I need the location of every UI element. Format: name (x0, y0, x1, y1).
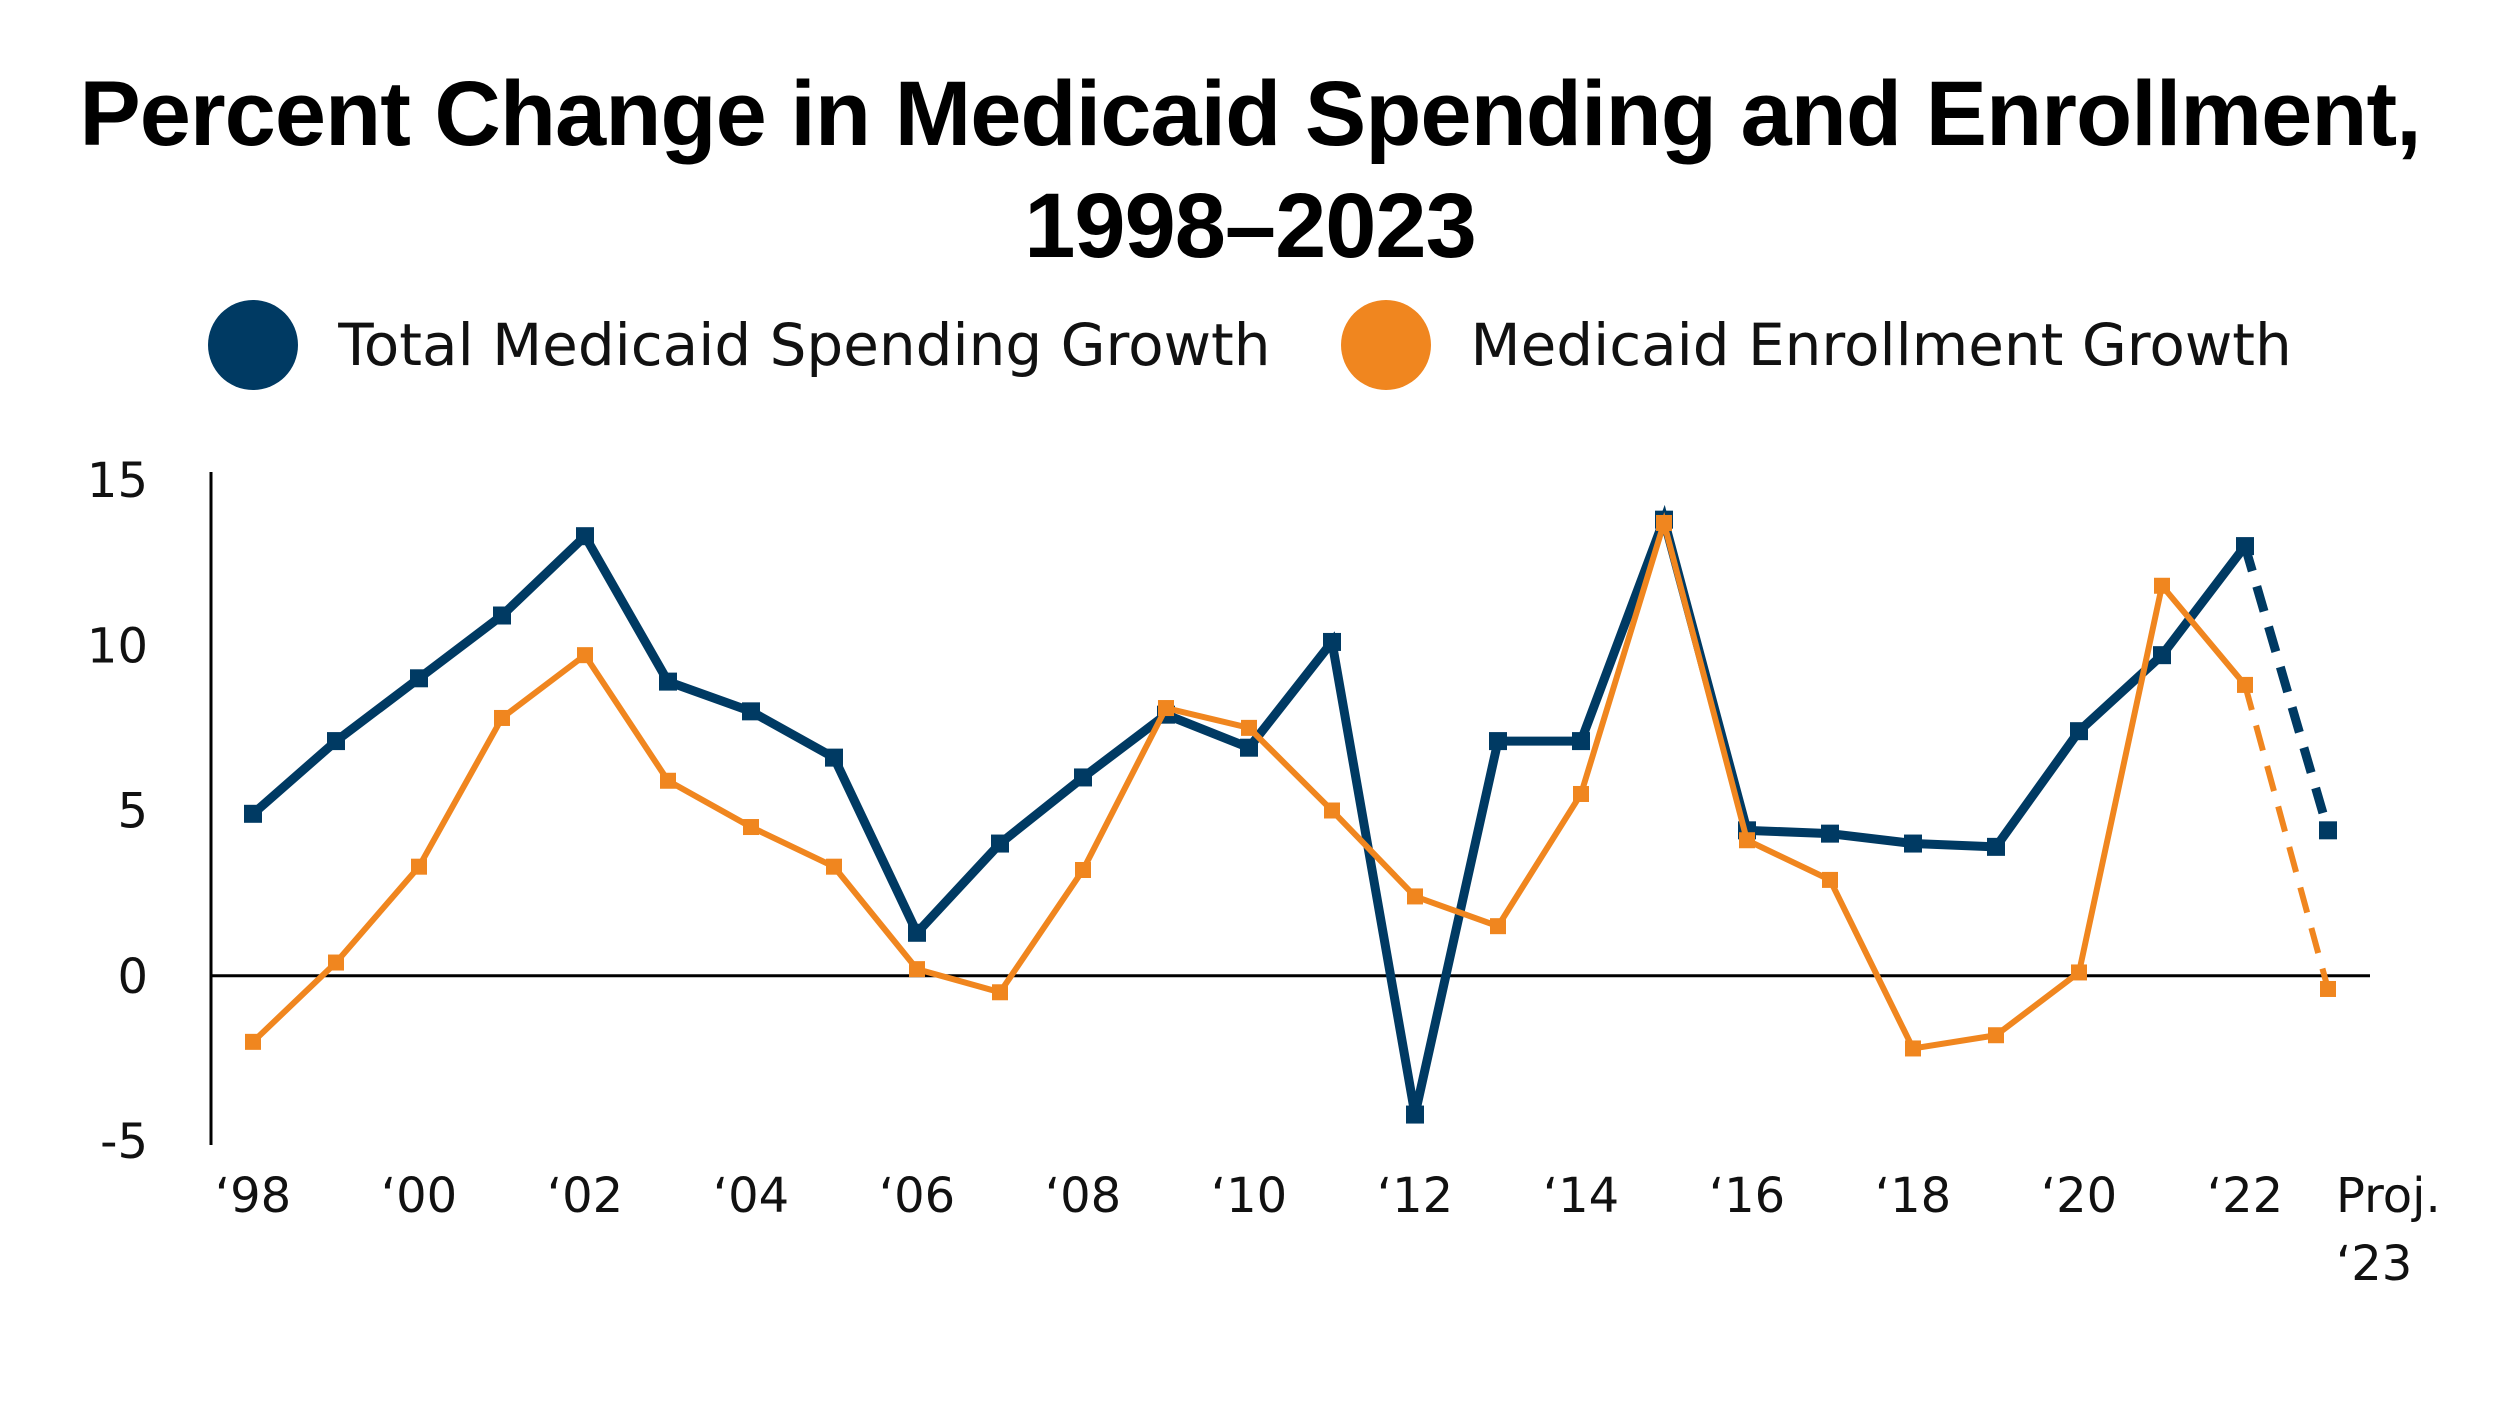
data-point-spending (1240, 738, 1258, 757)
legend-item-enrollment: Medicaid Enrollment Growth (1340, 300, 2292, 390)
data-point-enrollment (826, 858, 842, 875)
data-point-enrollment (577, 647, 593, 664)
projected-line-spending (2240, 544, 2333, 832)
x-tick-label: ‘10 (1211, 1168, 1287, 1224)
data-point-spending (1904, 834, 1922, 853)
data-point-enrollment (1656, 514, 1672, 531)
data-point-enrollment (328, 954, 344, 971)
legend: Total Medicaid Spending Growth Medicaid … (0, 300, 2500, 390)
chart-title: Percent Change in Medicaid Spending and … (0, 58, 2500, 282)
data-point-spending (327, 732, 345, 751)
x-tick-label: ‘22 (2207, 1168, 2283, 1224)
y-tick-label: 0 (117, 949, 148, 1005)
x-tick-label: ‘18 (1875, 1168, 1951, 1224)
legend-swatch-enrollment (1340, 300, 1431, 390)
data-point-spending (908, 923, 926, 942)
y-tick-label: 5 (117, 784, 148, 840)
y-tick-label: 10 (87, 618, 148, 674)
data-point-spending (2070, 722, 2088, 741)
data-point-spending (1572, 732, 1590, 751)
chart-title-line-1: Percent Change in Medicaid Spending and … (79, 63, 2421, 165)
chart-title-line-2: 1998–2023 (1024, 175, 1477, 277)
legend-label-enrollment: Medicaid Enrollment Growth (1470, 311, 2292, 379)
data-point-enrollment (1739, 832, 1755, 849)
data-point-spending (2153, 646, 2171, 665)
legend-label-spending: Total Medicaid Spending Growth (338, 311, 1271, 379)
data-point-enrollment (1075, 861, 1091, 878)
x-tick-label: ‘98 (215, 1168, 291, 1224)
data-point-spending (659, 672, 677, 691)
data-point-enrollment (2237, 676, 2253, 693)
data-point-enrollment (2154, 577, 2170, 594)
data-point-enrollment (1573, 785, 1589, 802)
data-point-enrollment (1158, 700, 1174, 717)
data-point-spending (825, 748, 843, 767)
x-tick-label: Proj. (2336, 1168, 2441, 1224)
data-point-enrollment (1324, 802, 1340, 819)
x-tick-label: ‘06 (879, 1168, 955, 1224)
x-tick-label: ‘16 (1709, 1168, 1785, 1224)
x-tick-label: ‘12 (1377, 1168, 1453, 1224)
x-tick-label: ‘08 (1045, 1168, 1121, 1224)
x-tick-label: ‘23 (2336, 1236, 2412, 1292)
y-tick-label: -5 (100, 1114, 148, 1170)
x-tick-label: ‘00 (381, 1168, 457, 1224)
x-tick-label: ‘02 (547, 1168, 623, 1224)
data-point-enrollment (245, 1033, 261, 1050)
data-point-enrollment (743, 819, 759, 836)
y-tick-label: 15 (87, 453, 148, 509)
data-point-spending (1406, 1105, 1424, 1124)
data-point-enrollment (992, 984, 1008, 1001)
series-line-enrollment (250, 511, 2248, 1052)
x-tick-label: ‘14 (1543, 1168, 1619, 1224)
data-point-spending (742, 702, 760, 721)
data-point-spending (410, 669, 428, 688)
data-point-enrollment (1490, 918, 1506, 935)
data-point-enrollment (909, 961, 925, 978)
data-point-spending (2319, 821, 2337, 840)
data-point-spending (1987, 837, 2005, 856)
data-point-enrollment (411, 858, 427, 875)
data-point-enrollment (1822, 871, 1838, 888)
data-point-spending (1323, 632, 1341, 651)
legend-item-spending: Total Medicaid Spending Growth (208, 300, 1271, 390)
data-point-spending (576, 527, 594, 546)
data-point-enrollment (1905, 1040, 1921, 1057)
data-point-spending (493, 606, 511, 625)
data-point-spending (1074, 768, 1092, 787)
data-point-spending (2236, 537, 2254, 556)
series-line-spending (250, 504, 2249, 1116)
legend-swatch-spending (208, 300, 299, 390)
x-tick-label: ‘04 (713, 1168, 789, 1224)
data-point-enrollment (494, 709, 510, 726)
data-point-spending (1821, 824, 1839, 843)
data-point-enrollment (2071, 964, 2087, 981)
data-point-spending (244, 804, 262, 823)
data-point-enrollment (1241, 719, 1257, 736)
data-point-spending (1489, 732, 1507, 751)
data-point-enrollment (2320, 980, 2336, 997)
x-tick-label: ‘20 (2041, 1168, 2117, 1224)
data-point-enrollment (660, 772, 676, 789)
data-point-enrollment (1407, 888, 1423, 905)
data-point-spending (991, 834, 1009, 853)
data-point-enrollment (1988, 1027, 2004, 1044)
projected-line-enrollment (2242, 684, 2331, 990)
